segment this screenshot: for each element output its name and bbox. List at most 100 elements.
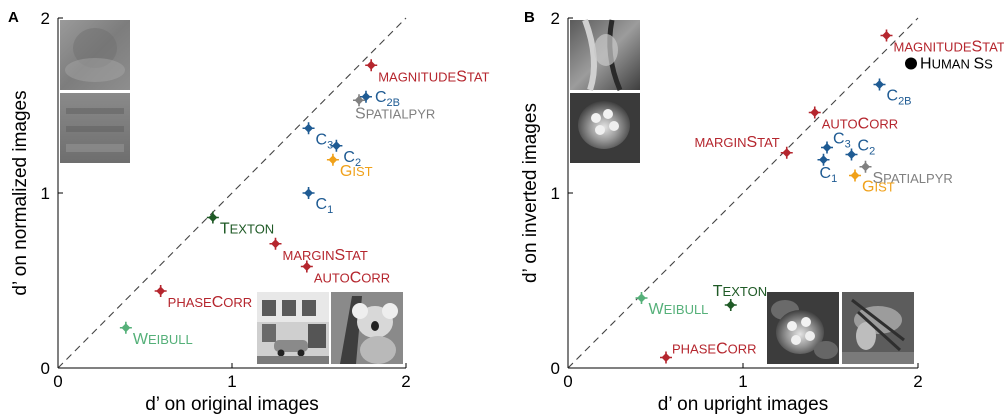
tiger-photo-upright [842, 292, 914, 364]
panel-a-diagonal-line [57, 17, 407, 369]
panel-b-ylabel: d’ on inverted images [520, 103, 541, 283]
point-label-c2: C2 [858, 138, 876, 158]
marker-diamond [302, 262, 312, 271]
point-label-magnitudestat: MAGNITUDESTAT [894, 39, 1004, 56]
point-label-gist: GIST [862, 179, 895, 196]
point-c1: C1 [302, 187, 333, 216]
point-label-marginstat: MARGINSTAT [694, 134, 779, 151]
panel-b-letter: B [524, 9, 535, 26]
point-magnitudestat: MAGNITUDESTAT [880, 29, 1004, 56]
koala-photo [331, 292, 403, 364]
flowers-photo [570, 93, 640, 163]
point-c2: C2 [845, 138, 876, 161]
point-label-spatialpyr: SPATIALPYR [873, 170, 953, 187]
panel-a-letter: A [8, 9, 19, 26]
marker-diamond [304, 188, 314, 198]
panel-a-chart: A 0 1 2 0 1 2 d’ on original images d’ o… [8, 9, 490, 415]
point-c3: C3 [821, 131, 851, 154]
marker-diamond [882, 31, 891, 40]
panel-b-ytick-2: 2 [551, 9, 560, 28]
panel-a-xtick-2: 2 [401, 372, 410, 391]
panel-b-xtick-1: 1 [738, 372, 747, 391]
point-spatialpyr: SPATIALPYR [859, 160, 953, 187]
point-label-autocorr: AUTOCORR [822, 116, 898, 133]
point-label-marginstat: MARGINSTAT [283, 247, 368, 264]
point-label-phasecorr: PHASECORR [168, 294, 253, 311]
point-label-texton: TEXTON [713, 283, 767, 300]
point-label-c1: C1 [820, 165, 838, 185]
point-c1: C1 [817, 153, 838, 185]
panel-b-xlabel: d’ on upright images [658, 394, 828, 415]
panel-b-ytick-1: 1 [551, 184, 560, 203]
panel-b-xtick-2: 2 [913, 372, 922, 391]
marker-diamond [661, 353, 671, 362]
inverted-tiger-photo [570, 18, 640, 91]
marker-diamond [304, 123, 314, 133]
marker-diamond [782, 148, 792, 158]
marker-diamond [121, 323, 131, 333]
point-texton: TEXTON [206, 211, 274, 238]
panel-a-ytick-2: 2 [41, 9, 50, 28]
point-label-human-ss: HUMAN SS [920, 56, 993, 73]
point-c2b: C2B [359, 89, 400, 109]
marker-diamond [208, 213, 218, 222]
panel-b-ytick-0: 0 [551, 359, 560, 378]
point-autocorr: AUTOCORR [300, 260, 390, 287]
panel-b-xtick-0: 0 [563, 372, 572, 391]
flowers-photo-upright [767, 292, 839, 364]
marker-diamond [875, 80, 884, 89]
marker-diamond [271, 239, 280, 249]
point-label-gist: GIST [340, 163, 373, 180]
point-label-c2: C2 [343, 149, 361, 169]
point-gist: GIST [326, 153, 373, 180]
marker-diamond [822, 143, 832, 152]
point-label-phasecorr: PHASECORR [672, 341, 757, 358]
point-weibull: WEIBULL [119, 321, 193, 348]
point-label-magnitudestat: MAGNITUDESTAT [378, 68, 489, 85]
point-weibull: WEIBULL [635, 292, 708, 318]
scrambled-gray-thumb-2 [60, 93, 130, 163]
marker-diamond [810, 108, 820, 117]
panel-a-xtick-0: 0 [53, 372, 62, 391]
marker-diamond [861, 162, 870, 172]
point-magnitudestat: MAGNITUDESTAT [365, 59, 490, 85]
point-c3: C3 [302, 122, 334, 151]
panel-a-ytick-0: 0 [41, 359, 50, 378]
marker-diamond [726, 300, 736, 310]
point-label-texton: TEXTON [220, 221, 274, 238]
marker-diamond [847, 150, 856, 159]
point-label-autocorr: AUTOCORR [314, 270, 390, 287]
marker-diamond [354, 95, 364, 105]
point-autocorr: AUTOCORR [808, 106, 898, 133]
panel-a-xlabel: d’ on original images [145, 394, 319, 415]
point-label-c3: C3 [833, 131, 851, 151]
panel-a-ylabel: d’ on normalized images [10, 90, 31, 295]
point-marginstat: MARGINSTAT [694, 134, 793, 159]
point-label-c3: C3 [316, 131, 334, 151]
point-c2b: C2B [873, 78, 912, 108]
point-spatialpyr: SPATIALPYR [353, 94, 435, 122]
point-label-spatialpyr: SPATIALPYR [355, 105, 435, 122]
marker-diamond [328, 155, 338, 165]
marker-diamond [331, 141, 341, 151]
panel-a-xtick-1: 1 [227, 372, 236, 391]
point-phasecorr: PHASECORR [154, 285, 253, 311]
marker-diamond [361, 92, 371, 102]
point-marginstat: MARGINSTAT [269, 237, 368, 264]
point-phasecorr: PHASECORR [660, 341, 757, 364]
panel-a-ytick-1: 1 [41, 184, 50, 203]
marker-diamond [819, 155, 828, 165]
point-texton: TEXTON [713, 283, 767, 311]
point-c2: C2 [330, 139, 361, 169]
street-building-photo [257, 292, 329, 364]
marker-diamond [156, 286, 166, 296]
point-label-weibull: WEIBULL [133, 331, 193, 348]
scrambled-gray-thumb [60, 20, 130, 90]
point-human-ss: HUMAN SS [905, 56, 993, 73]
marker-diamond [637, 293, 646, 303]
marker-circle [905, 57, 917, 70]
panel-b-diagonal-line [567, 17, 919, 369]
